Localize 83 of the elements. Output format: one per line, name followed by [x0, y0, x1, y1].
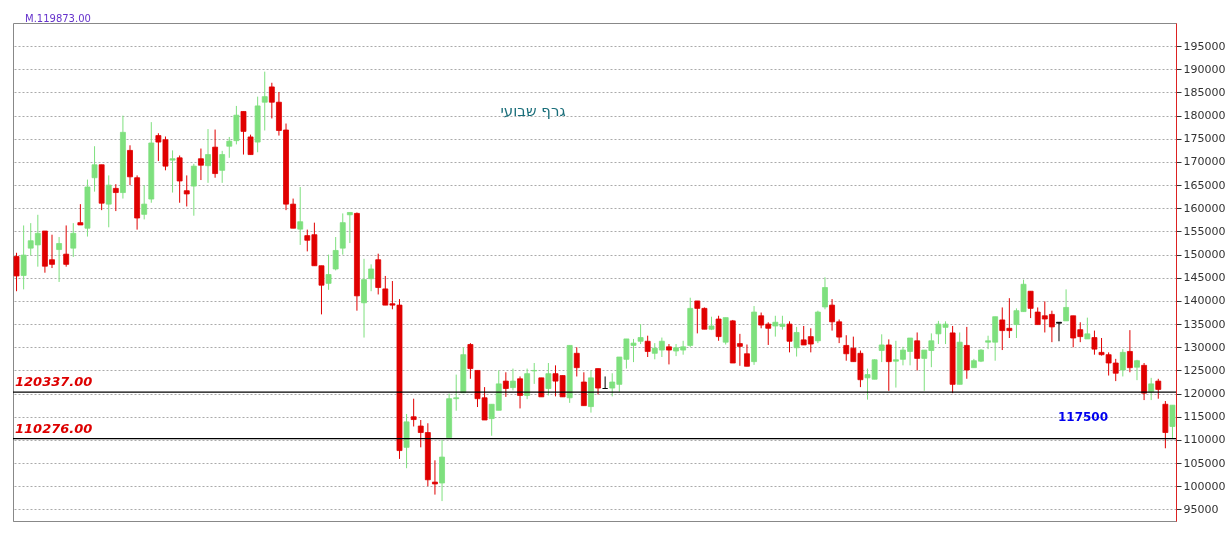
candlestick	[176, 154, 183, 204]
y-tick-label: 130000	[1183, 340, 1226, 354]
candlestick	[744, 344, 750, 367]
y-tick-label: 135000	[1183, 317, 1226, 331]
candlestick	[56, 236, 62, 283]
candlestick	[247, 134, 254, 156]
candlestick	[77, 203, 84, 226]
candlestick	[183, 174, 190, 207]
candlestick	[346, 211, 353, 244]
y-tick-label: 140000	[1183, 294, 1226, 308]
candlestick	[20, 224, 27, 290]
y-tick-label: 170000	[1183, 155, 1226, 169]
candlestick	[410, 398, 417, 427]
ref-line-label: 120337.00	[15, 374, 93, 390]
candlestick	[261, 71, 268, 131]
candlestick	[786, 320, 793, 353]
candlestick	[141, 184, 148, 220]
candlestick	[297, 186, 304, 246]
candlestick	[1091, 330, 1098, 356]
y-tick-label: 185000	[1183, 85, 1226, 99]
candlestick	[361, 258, 367, 339]
candlestick	[885, 338, 892, 392]
y-tick-label: 195000	[1183, 39, 1226, 53]
y-tick-label: 145000	[1183, 271, 1226, 285]
candlestick	[91, 145, 98, 193]
y-tick-label: 190000	[1183, 62, 1226, 76]
y-tick-label: 175000	[1183, 132, 1226, 146]
ref-line-label: 110276.00	[15, 420, 93, 436]
candlestick	[240, 110, 247, 156]
candlestick	[63, 224, 70, 268]
annotation: M.119873.00	[25, 13, 91, 24]
candlestick	[502, 371, 509, 398]
candlestick	[205, 128, 211, 184]
annotation: גרף שבועי	[500, 102, 566, 120]
candlestick	[332, 236, 339, 271]
candlestick	[580, 371, 587, 407]
candlestick	[822, 276, 828, 310]
candlestick	[644, 335, 651, 358]
candlestick	[1119, 348, 1126, 377]
y-tick-label: 180000	[1183, 109, 1226, 123]
candlestick	[510, 368, 516, 391]
candlestick	[666, 343, 672, 365]
candlestick	[112, 183, 119, 212]
candlestick	[1027, 290, 1034, 319]
candlestick	[190, 163, 197, 217]
candlestick	[517, 375, 523, 409]
candlestick	[715, 315, 722, 342]
candlestick	[914, 331, 921, 371]
candlestick	[637, 323, 644, 345]
candlestick	[1063, 288, 1069, 322]
candlestick	[793, 326, 800, 358]
candlestick	[325, 254, 332, 291]
y-tick-label: 105000	[1183, 456, 1226, 470]
candlestick	[219, 150, 226, 184]
y-tick-label: 115000	[1183, 410, 1226, 424]
candlestick	[198, 148, 204, 181]
candlestick	[573, 346, 580, 377]
y-tick-label: 95000	[1183, 502, 1219, 516]
y-tick-label: 120000	[1183, 387, 1226, 401]
candlestick	[70, 222, 77, 258]
candlestick	[531, 362, 538, 385]
candlestick	[1148, 377, 1155, 401]
candlestick	[169, 149, 176, 194]
candlestick	[1084, 317, 1091, 340]
candlestick	[878, 333, 885, 363]
annotation: 117500	[1057, 410, 1109, 424]
y-tick-label: 165000	[1183, 178, 1226, 192]
candlestick	[595, 368, 601, 396]
candlestick	[1056, 321, 1062, 342]
y-tick-label: 100000	[1183, 479, 1226, 493]
candlestick	[432, 459, 438, 496]
candlestick	[545, 362, 552, 396]
candlestick	[1155, 378, 1162, 400]
candlestick	[13, 252, 20, 292]
y-tick-label: 155000	[1183, 224, 1226, 238]
y-tick-label: 150000	[1183, 248, 1226, 262]
y-tick-label: 110000	[1183, 433, 1226, 447]
candlestick	[1127, 329, 1133, 373]
candlestick	[1169, 404, 1176, 439]
candlestick	[368, 263, 375, 292]
y-tick-label: 125000	[1183, 363, 1226, 377]
y-tick-label: 160000	[1183, 201, 1226, 215]
candlestick	[105, 174, 112, 228]
